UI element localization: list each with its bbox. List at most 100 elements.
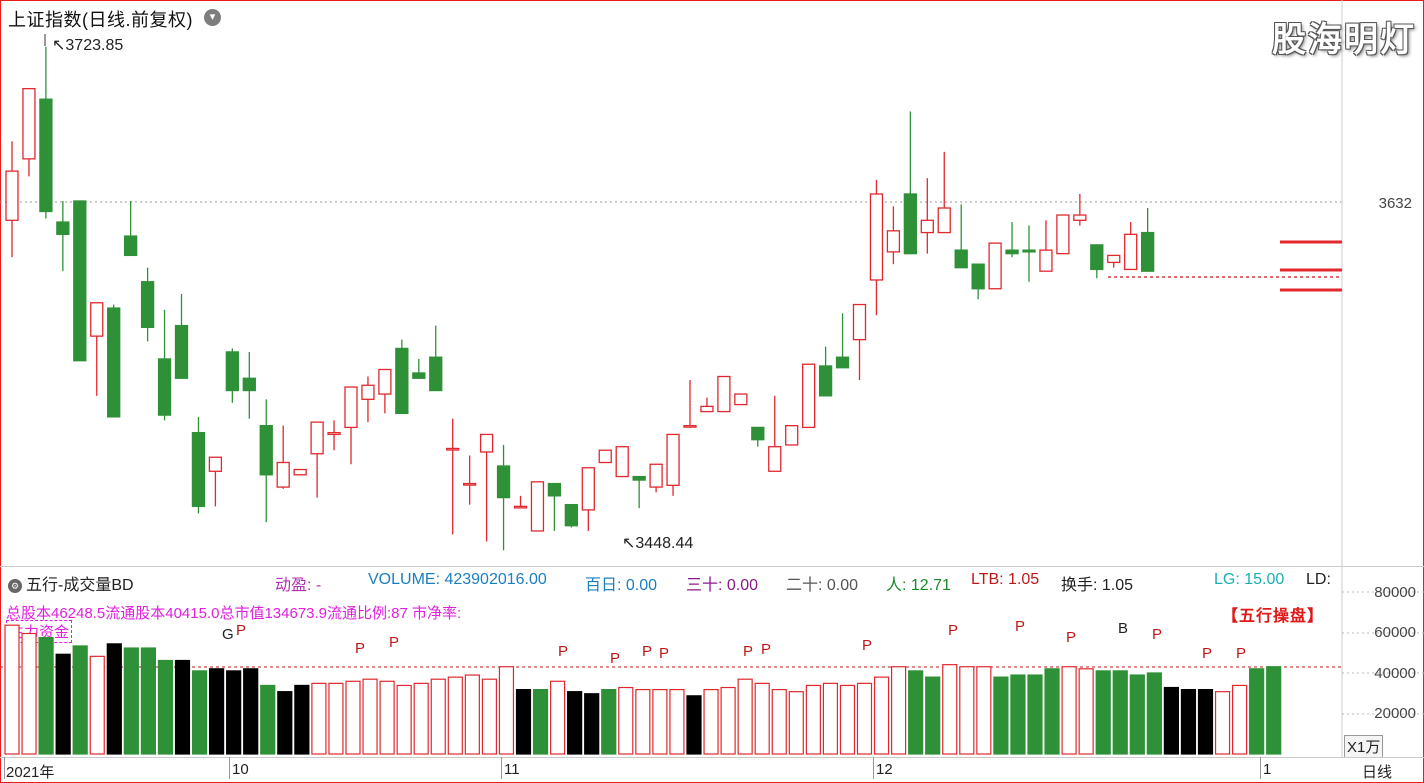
indicator-huanshou: 换手: 1.05 (1061, 577, 1134, 594)
volume-chart[interactable]: G PP PP P P P P P PP PPB PP P (0, 567, 1424, 757)
candle-body (496, 465, 511, 499)
volume-bar (839, 684, 856, 755)
x-label-1: 1 (1263, 761, 1272, 778)
chart-title: 上证指数(日线.前复权) (8, 10, 193, 30)
candle-body (310, 421, 324, 455)
panel-separator (0, 566, 1424, 567)
volume-bar (498, 666, 515, 755)
volume-bar (447, 676, 463, 755)
tick-10 (229, 757, 230, 779)
stock-info-line: 总股本46248.5流通股本40415.0总市值134673.9流通比例:87 … (6, 605, 462, 622)
volume-bar (584, 693, 600, 755)
volume-bar (959, 666, 975, 755)
signal-marker: P (862, 637, 872, 654)
candle-body (412, 372, 426, 379)
volume-bar (243, 668, 259, 755)
candle-body (581, 467, 595, 511)
volume-bar (72, 645, 88, 755)
signal-marker: B (1118, 620, 1128, 637)
volume-bar (737, 678, 753, 755)
x-label-10: 10 (232, 761, 249, 778)
candle-body (39, 98, 53, 213)
volume-bar (209, 668, 225, 755)
candle-body (225, 351, 240, 392)
volume-bar (464, 674, 480, 755)
wuxing-label[interactable]: 【五行操盘】 (1222, 608, 1325, 625)
volume-bar (345, 680, 361, 755)
volume-bar (140, 647, 156, 755)
candle-body (276, 461, 290, 488)
volume-bar (567, 691, 583, 755)
candle-body (530, 481, 545, 532)
tick-1 (1260, 757, 1261, 779)
volume-bar (226, 670, 242, 755)
candle-body (666, 433, 680, 486)
high-price-label: ↖3723.85 (52, 37, 123, 54)
candle-body (378, 368, 392, 395)
volume-bar (822, 682, 839, 755)
volume-bar (396, 684, 412, 755)
signal-marker: P (1152, 626, 1162, 643)
candle-body (107, 307, 121, 418)
candle-body (124, 235, 138, 257)
candle-body (191, 432, 206, 508)
signal-marker: P (642, 643, 652, 660)
volume-bar (890, 666, 907, 755)
signal-marker: P (1015, 618, 1025, 635)
period-label[interactable]: 日线 (1362, 764, 1393, 781)
signal-marker: P (1066, 629, 1076, 646)
candle-body (1141, 231, 1155, 272)
volume-bar (379, 680, 395, 755)
candle-body (429, 356, 443, 392)
candle-body (462, 482, 477, 486)
vol-axis-80000: 80000 (1374, 584, 1416, 601)
volume-bar (123, 647, 139, 755)
signal-marker: P (1202, 645, 1212, 662)
volume-bar (618, 686, 634, 755)
candle-body (446, 447, 460, 451)
candle-body (1107, 254, 1121, 264)
settings-icon[interactable]: ⚙ (8, 579, 22, 593)
candle-body (835, 356, 850, 369)
vol-axis-60000: 60000 (1374, 624, 1416, 641)
indicator-lg: LG: 15.00 (1214, 571, 1285, 588)
candle-body (73, 200, 87, 362)
volume-bar (4, 624, 20, 755)
volume-bar (1197, 688, 1214, 755)
volume-bar (413, 682, 429, 755)
volume-bar (703, 688, 719, 755)
volume-bar (294, 684, 310, 755)
indicator-volume: VOLUME: 423902016.00 (368, 571, 547, 588)
chevron-down-icon[interactable]: ▾ (204, 9, 221, 26)
candle-body (564, 503, 578, 527)
candle-body (818, 365, 833, 397)
volume-bar (362, 678, 378, 755)
candle-body (1073, 214, 1087, 221)
x-label-12: 12 (876, 761, 893, 778)
volume-bar (1163, 686, 1180, 755)
candle-body (751, 426, 765, 441)
volume-bar (1061, 666, 1077, 755)
candle-body (56, 221, 70, 235)
volume-bar (805, 684, 821, 755)
volume-bar (430, 678, 446, 755)
volume-panel-title[interactable]: ⚙ 五行-成交量BD (8, 571, 134, 595)
volume-bar (157, 659, 174, 755)
volume-bar (106, 643, 122, 755)
volume-bar (1027, 674, 1043, 755)
vol-axis-40000: 40000 (1374, 665, 1416, 682)
candle-body (1039, 249, 1053, 272)
tick-11 (501, 757, 502, 779)
tick-12 (873, 757, 874, 779)
indicator-dongying: 动盈: - (275, 577, 322, 594)
signal-marker: P (743, 643, 753, 660)
volume-bar (277, 691, 293, 755)
volume-bar (754, 682, 770, 755)
volume-bar (601, 688, 617, 755)
volume-bar (532, 688, 549, 755)
volume-panel-title-text: 五行-成交量BD (26, 577, 134, 594)
price-chart[interactable]: ↖3723.85 ↖3448.44 3632 (0, 0, 1424, 566)
indicator-ren: 人: 12.71 (886, 577, 951, 594)
candle-body (479, 433, 494, 453)
volume-bar (1249, 668, 1265, 755)
